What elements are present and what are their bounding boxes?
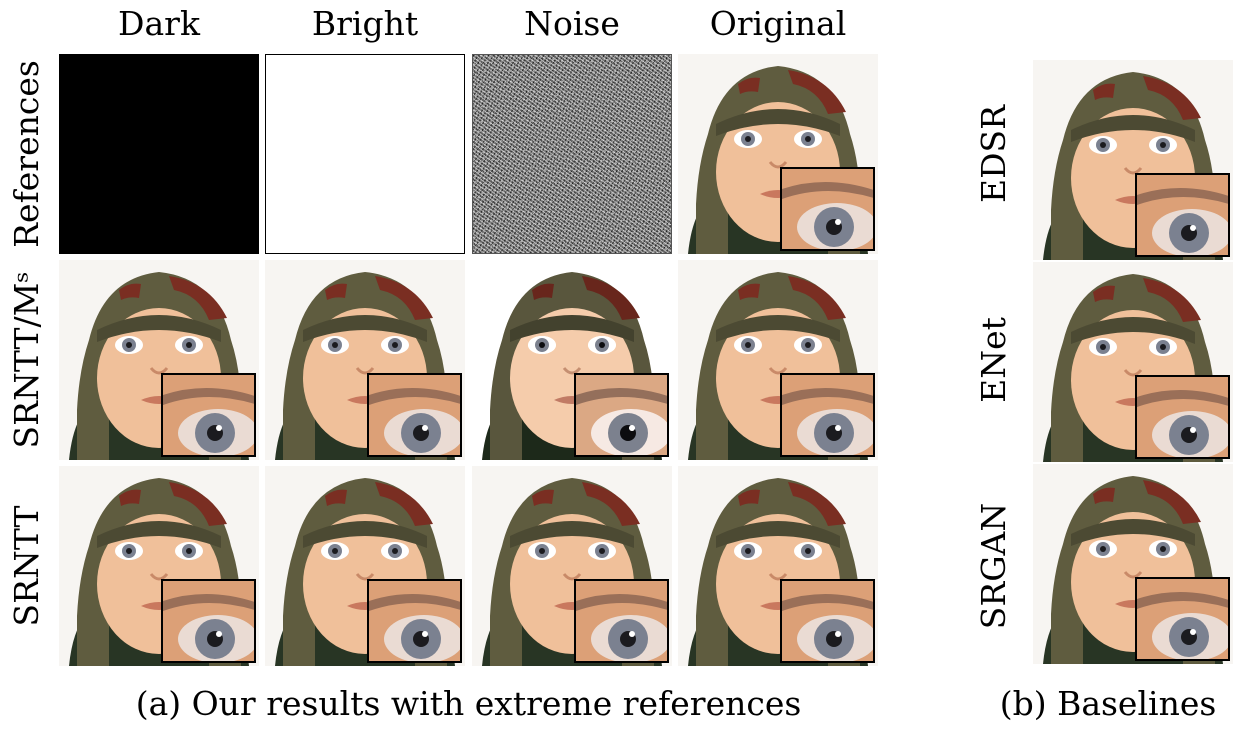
- srntt-noise-result: [472, 466, 672, 666]
- row-label-references: References: [5, 54, 49, 254]
- caption-panel-a: (a) Our results with extreme references: [59, 682, 878, 726]
- zoom-inset: [367, 373, 462, 457]
- caption-panel-b: (b) Baselines: [983, 682, 1233, 726]
- reference-noise-image: [472, 54, 672, 254]
- row-label-srgan: SRGAN: [972, 466, 1016, 666]
- zoom-inset: [780, 579, 875, 663]
- srntt-original-result: [678, 466, 878, 666]
- zoom-inset: [161, 579, 256, 663]
- reference-dark-image: [59, 54, 259, 254]
- srnttms-bright-result: [265, 260, 465, 460]
- zoom-inset: [367, 579, 462, 663]
- zoom-inset: [1135, 173, 1230, 257]
- column-header-noise: Noise: [472, 4, 672, 44]
- zoom-inset: [780, 373, 875, 457]
- zoom-inset: [574, 579, 669, 663]
- reference-original-image: [678, 54, 878, 254]
- edsr-result: [1033, 60, 1233, 260]
- zoom-inset: [1135, 577, 1230, 661]
- zoom-inset: [1135, 375, 1230, 459]
- zoom-inset: [780, 167, 875, 251]
- zoom-inset: [161, 373, 256, 457]
- column-header-original: Original: [678, 4, 878, 44]
- srgan-result: [1033, 464, 1233, 664]
- row-label-enet: ENet: [972, 260, 1016, 460]
- srntt-dark-result: [59, 466, 259, 666]
- row-label-srntt: SRNTT: [5, 466, 49, 666]
- column-header-bright: Bright: [265, 4, 465, 44]
- zoom-inset: [574, 373, 669, 457]
- srntt-bright-result: [265, 466, 465, 666]
- srnttms-original-result: [678, 260, 878, 460]
- enet-result: [1033, 262, 1233, 462]
- srnttms-noise-result: [472, 260, 672, 460]
- reference-bright-image: [265, 54, 465, 254]
- srnttms-dark-result: [59, 260, 259, 460]
- row-label-edsr: EDSR: [972, 54, 1016, 254]
- column-header-dark: Dark: [59, 4, 259, 44]
- row-label-srntt-ms: SRNTT/Mˢ: [5, 260, 49, 460]
